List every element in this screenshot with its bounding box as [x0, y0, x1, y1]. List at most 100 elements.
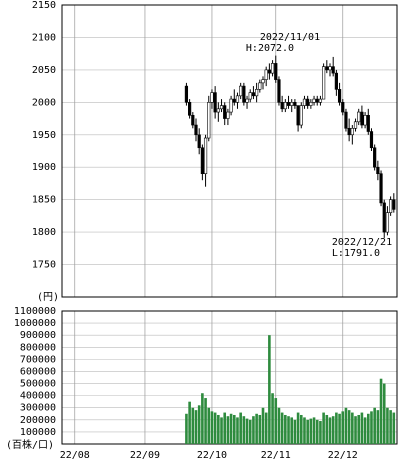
- candle-body: [229, 98, 233, 113]
- y-tick-label: 2000: [32, 97, 56, 108]
- candle-body: [219, 105, 224, 110]
- volume-bar: [194, 410, 198, 444]
- y-tick-label: 1750: [32, 260, 56, 271]
- candle-body: [315, 98, 319, 103]
- y-tick-label: 500000: [20, 379, 56, 390]
- candle-body: [366, 115, 370, 132]
- volume-bar: [239, 412, 242, 444]
- volume-bar: [248, 419, 252, 444]
- y-tick-label: 1850: [32, 195, 56, 206]
- candle-body: [184, 85, 189, 103]
- volume-bar: [341, 411, 345, 444]
- volume-bar: [268, 335, 271, 444]
- candle-body: [328, 66, 332, 71]
- candle-body: [207, 102, 211, 139]
- volume-bar: [325, 414, 329, 444]
- y-tick-label: 900000: [20, 330, 56, 341]
- candle-body: [296, 105, 300, 126]
- x-tick-label: 22/10: [197, 450, 227, 461]
- candle-body: [235, 95, 240, 103]
- candle-body: [392, 199, 396, 210]
- candle-body: [267, 69, 271, 74]
- volume-bar: [293, 419, 297, 444]
- volume-bar: [287, 416, 290, 444]
- volume-bar: [210, 411, 214, 444]
- volume-bar: [382, 383, 386, 444]
- y-tick-label: 100000: [20, 427, 56, 438]
- candle-body: [226, 111, 230, 119]
- volume-bar: [344, 407, 348, 444]
- candle-body: [341, 102, 345, 113]
- volume-bar: [392, 412, 396, 444]
- y-tick-label: 2100: [32, 32, 56, 43]
- candle-body: [350, 127, 354, 136]
- volume-frame: [61, 310, 398, 445]
- x-tick-label: 22/11: [261, 450, 291, 461]
- candle-body: [331, 66, 335, 74]
- volume-bar: [322, 412, 325, 444]
- volume-bar: [379, 378, 383, 444]
- x-tick-label: 22/09: [130, 450, 160, 461]
- candle-body: [270, 63, 275, 74]
- annotation: H:2072.0: [246, 43, 294, 54]
- volume-bar: [363, 417, 367, 444]
- y-tick-label: 800000: [20, 342, 56, 353]
- volume-bar: [188, 401, 191, 444]
- x-tick-label: 22/12: [328, 450, 358, 461]
- candle-body: [302, 98, 307, 106]
- candle-body: [382, 202, 386, 233]
- candle-body: [251, 92, 256, 97]
- volume-bar: [284, 414, 287, 444]
- volume-bar: [226, 416, 230, 444]
- volume-bar: [360, 412, 364, 444]
- volume-bar: [309, 418, 313, 444]
- y-tick-label: 400000: [20, 391, 56, 402]
- candle-body: [264, 69, 268, 80]
- candle-body: [353, 121, 358, 129]
- candle-body: [299, 105, 303, 126]
- volume-bar: [242, 416, 246, 444]
- volume-bar: [197, 405, 201, 444]
- volume-bar: [347, 410, 351, 444]
- candle-body: [255, 89, 259, 97]
- candle-body: [309, 102, 313, 106]
- volume-bar: [255, 413, 258, 444]
- volume-bar: [217, 414, 220, 444]
- volume-bar: [331, 416, 335, 444]
- volume-bar: [223, 412, 227, 444]
- candle-body: [286, 102, 291, 106]
- y-tick-label: 1800: [32, 227, 56, 238]
- volume-bar: [386, 407, 389, 444]
- volume-bar: [191, 407, 195, 444]
- volume-bar: [229, 413, 233, 444]
- candle-body: [280, 102, 284, 110]
- y-axis-label: (円): [37, 292, 59, 303]
- candle-body: [293, 102, 297, 106]
- candle-body: [223, 105, 227, 119]
- volume-bar: [277, 407, 281, 444]
- volume-bar: [351, 412, 354, 444]
- volume-bar: [306, 419, 309, 444]
- candle-body: [232, 98, 236, 103]
- volume-bar: [366, 413, 370, 444]
- volume-bar: [220, 417, 223, 444]
- y-tick-label: 2050: [32, 65, 56, 76]
- volume-bar: [338, 413, 341, 444]
- candle-body: [258, 82, 262, 90]
- candle-body: [385, 212, 390, 233]
- candle-body: [337, 89, 342, 103]
- candle-body: [283, 102, 287, 110]
- candle-body: [210, 92, 214, 103]
- volume-bar: [357, 414, 361, 444]
- volume-bar: [312, 417, 316, 444]
- candle-body: [322, 66, 326, 100]
- candle-body: [203, 137, 208, 175]
- x-tick-label: 22/08: [60, 450, 90, 461]
- candle-body: [347, 127, 351, 136]
- volume-bar: [204, 398, 207, 444]
- volume-bar: [261, 407, 265, 444]
- y-axis-label: (百株/口): [6, 438, 54, 451]
- y-tick-label: 2150: [32, 0, 56, 11]
- candle-body: [194, 124, 198, 136]
